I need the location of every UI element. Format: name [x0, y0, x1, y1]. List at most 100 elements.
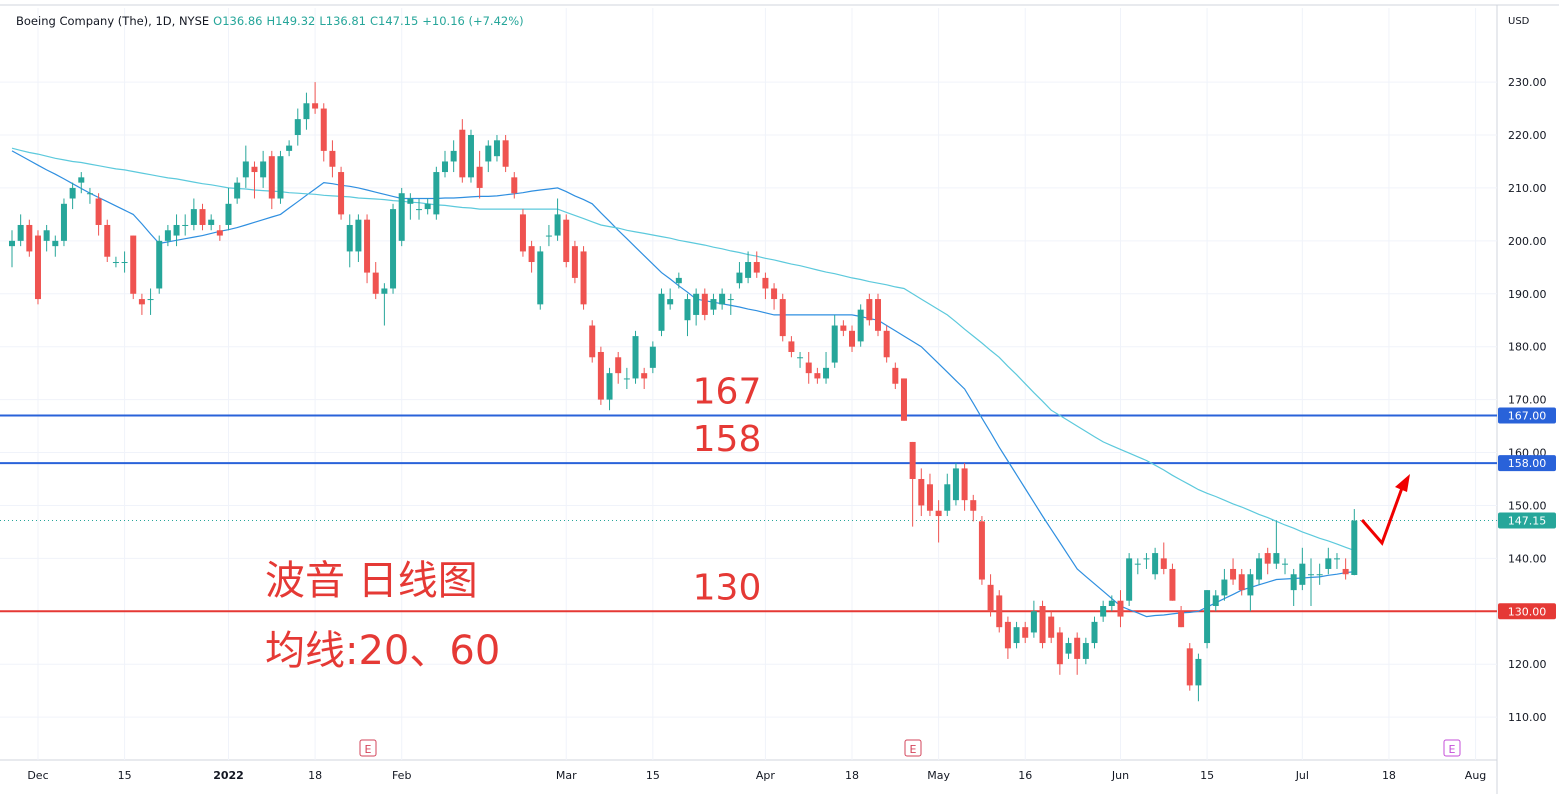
candle-body: [493, 140, 500, 157]
candle-body: [225, 203, 232, 225]
candle-body: [338, 172, 345, 215]
candle-body: [346, 224, 353, 252]
candle-body: [320, 108, 327, 151]
candle-body: [1290, 574, 1297, 591]
candle-body: [1195, 658, 1202, 686]
candle-body: [883, 330, 890, 358]
x-tick-label: Feb: [392, 769, 411, 782]
candle-body: [519, 214, 526, 252]
candle-body: [1230, 568, 1237, 580]
x-tick-label: Apr: [756, 769, 776, 782]
last-price-label: 147.15: [1508, 515, 1547, 528]
y-tick-label: 110.00: [1508, 711, 1547, 724]
y-tick-label: 180.00: [1508, 341, 1547, 354]
candle-body: [364, 219, 371, 273]
candle-body: [1333, 558, 1340, 560]
x-tick-label: May: [927, 769, 950, 782]
arrow-line: [1360, 487, 1404, 546]
candle-body: [632, 336, 639, 379]
candle-body: [52, 240, 59, 247]
candle-body: [606, 373, 613, 400]
candle-body: [684, 299, 691, 321]
candle-body: [78, 177, 85, 183]
candle-body: [701, 293, 708, 315]
candle-body: [978, 521, 985, 580]
open-label: O136.86: [213, 14, 263, 28]
candle-body: [450, 150, 457, 162]
candle-body: [416, 209, 423, 211]
y-tick-label: 210.00: [1508, 182, 1547, 195]
candle-body: [130, 235, 137, 294]
candle-body: [511, 177, 518, 194]
y-tick-label: 230.00: [1508, 76, 1547, 89]
x-tick-label: Jun: [1111, 769, 1129, 782]
candle-body: [710, 299, 717, 310]
level-axis-tag: [1498, 455, 1556, 472]
candle-body: [1143, 558, 1150, 560]
candle-body: [1152, 553, 1159, 575]
candle-body: [433, 172, 440, 215]
candle-body: [528, 246, 535, 263]
candle-body: [719, 293, 726, 305]
candle-body: [658, 293, 665, 331]
candle-body: [1256, 558, 1263, 580]
candle-body: [372, 272, 379, 294]
event-label: E: [365, 743, 372, 756]
x-tick-label: Aug: [1465, 769, 1486, 782]
candle-body: [1186, 648, 1193, 686]
candle-body: [996, 595, 1003, 628]
x-tick-label: Dec: [27, 769, 48, 782]
candle-body: [1022, 627, 1029, 638]
candle-body: [918, 478, 925, 506]
candle-body: [294, 119, 301, 136]
candle-body: [615, 357, 622, 374]
candle-body: [43, 230, 50, 241]
currency: USD: [1508, 16, 1530, 27]
event-label: E: [910, 743, 917, 756]
candle-body: [805, 362, 812, 374]
candle-body: [86, 193, 93, 195]
annotation: 波音 日线图: [265, 558, 478, 604]
level-axis-label: 130.00: [1508, 605, 1547, 618]
candle-body: [121, 262, 128, 264]
candle-body: [944, 484, 951, 511]
x-tick-label: 15: [1200, 769, 1214, 782]
candle-body: [563, 219, 570, 263]
candle-body: [1238, 574, 1245, 591]
candle-body: [156, 240, 163, 289]
candle-body: [476, 166, 483, 188]
y-tick-label: 220.00: [1508, 129, 1547, 142]
candle-body: [597, 351, 604, 400]
candle-body: [1282, 563, 1289, 565]
candle-body: [1273, 553, 1280, 564]
candle-body: [1065, 643, 1072, 654]
x-tick-label: Mar: [556, 769, 577, 782]
candle-body: [970, 500, 977, 511]
candle-body: [138, 299, 145, 305]
red-arrow: [1360, 474, 1410, 546]
candle-body: [1247, 574, 1254, 596]
candle-body: [26, 224, 33, 252]
candle-body: [771, 288, 778, 300]
level-annotation: 130: [693, 567, 762, 608]
candle-body: [1299, 563, 1306, 585]
x-tick-label: 16: [1018, 769, 1032, 782]
candle-body: [60, 203, 67, 241]
candle-body: [589, 325, 596, 358]
candle-body: [1342, 568, 1349, 575]
candle-body: [502, 140, 509, 167]
level-annotation: 158: [693, 419, 762, 460]
candle-body: [926, 484, 933, 511]
legend-header: Boeing Company (The), 1D, NYSE O136.86 H…: [16, 14, 524, 28]
candle-body: [1082, 643, 1089, 659]
candle-body: [857, 309, 864, 342]
candle-body: [268, 156, 275, 199]
candle-body: [9, 240, 15, 247]
level-axis-label: 167.00: [1508, 409, 1547, 422]
x-tick-label: 15: [646, 769, 660, 782]
event-label: E: [1449, 743, 1456, 756]
candle-body: [329, 150, 336, 167]
candle-body: [1204, 590, 1211, 644]
candle-body: [1039, 606, 1046, 644]
